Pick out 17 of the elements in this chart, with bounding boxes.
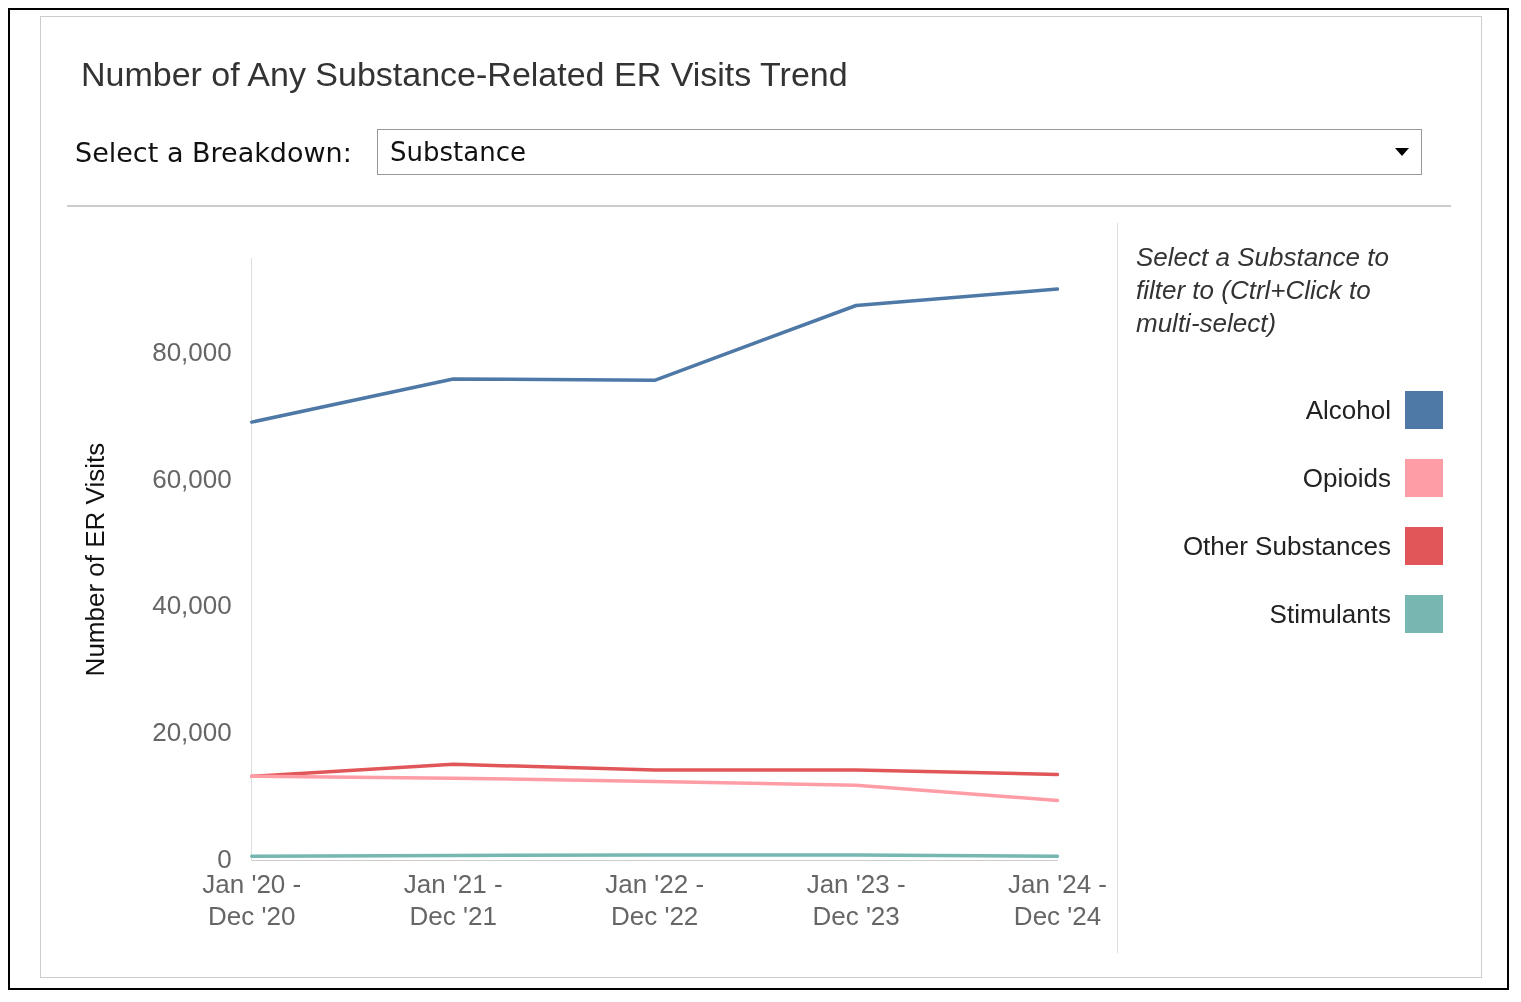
y-tick-label: 40,000 (152, 590, 232, 621)
x-tick-label: Jan '21 - Dec '21 (403, 869, 503, 931)
y-axis-title: Number of ER Visits (79, 442, 110, 677)
text: Substance (390, 137, 526, 167)
y-tick-label: 80,000 (152, 336, 232, 367)
legend-label: Stimulants (1269, 598, 1391, 630)
chart-title: Number of Any Substance-Related ER Visits Trend (81, 55, 848, 94)
x-tick-label: Jan '24 - Dec '24 (1008, 869, 1108, 931)
x-tick-label: Jan '23 - Dec '23 (806, 869, 906, 931)
legend-label: Alcohol (1305, 394, 1391, 426)
legend-label: Other Substances (1182, 530, 1391, 562)
legend-title: Select a Substance to filter to (Ctrl+Click to multi-select) (1136, 241, 1390, 340)
text: Select a Breakdown: (75, 136, 353, 168)
y-tick-label: 60,000 (152, 463, 232, 494)
y-tick-label: 20,000 (152, 717, 232, 748)
x-tick-label: Jan '22 - Dec '22 (605, 869, 705, 931)
legend-label: Opioids (1302, 462, 1391, 494)
